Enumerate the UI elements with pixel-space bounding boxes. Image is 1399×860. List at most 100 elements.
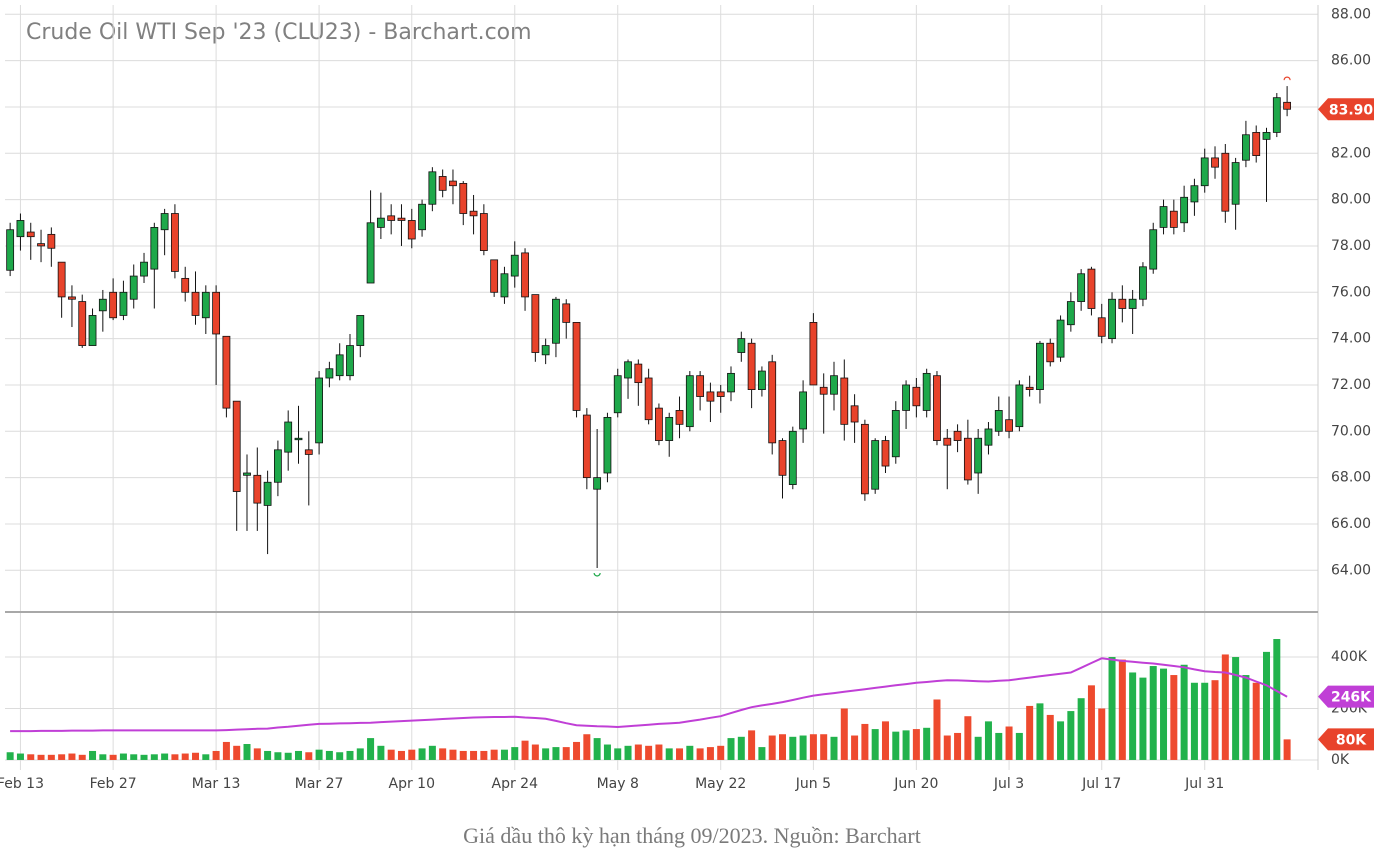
volume-bar [881,721,889,760]
candle-body [16,220,25,238]
candle-body [747,342,756,390]
candle-body [510,254,519,277]
y-tick-label: 72.00 [1331,377,1371,393]
candle-body [57,261,66,298]
candle-body [449,180,457,187]
candle-body [953,430,962,441]
candle-body [830,375,838,395]
candle-body [1149,229,1158,270]
volume-bar [696,748,704,760]
volume-bar [1273,639,1281,760]
y-tick-label: 76.00 [1331,284,1371,300]
candle-body [418,203,426,231]
volume-badge [1318,728,1374,751]
volume-bar [16,753,24,760]
candle-body [984,428,993,446]
candle-body [1169,210,1178,228]
volume-bar [583,734,591,760]
candle-body [325,368,334,379]
candle-body [706,391,715,402]
candle-body [201,291,210,319]
candle-body [263,481,272,506]
candle-body [109,291,118,319]
candle-body [1231,162,1240,205]
candle-body [778,440,787,476]
high-marker [1283,76,1291,81]
volume-bar [78,754,86,760]
volume-bar [902,730,910,760]
volume-bar [253,748,261,760]
candle-body [428,171,437,205]
candle-body [1005,419,1013,432]
candle-body [1118,298,1127,309]
volume-bar [1242,675,1250,760]
volume-bar [531,744,539,760]
candle-body [6,229,15,271]
x-tick-label: Apr 24 [492,776,539,792]
y-tick-label: 80.00 [1331,192,1371,208]
candle-body [98,298,107,312]
volume-bar [676,748,684,760]
candle-body [603,416,612,474]
volume-bar [614,748,622,760]
candle-body [160,213,169,231]
candle-body [788,430,797,485]
volume-bar [1077,698,1085,760]
candle-body [696,375,705,397]
volume-bar [1026,705,1034,760]
volume-bar [840,708,848,760]
volume-bar [1067,711,1075,760]
volume-bar [789,736,797,760]
candle-body [902,384,910,411]
volume-bar [923,727,931,760]
volume-bar [1211,680,1219,760]
candle-body [758,370,766,390]
y2-tick-label: 400K [1331,649,1368,665]
candle-body [994,410,1003,432]
volume-bar [1129,672,1137,760]
volume-bar [68,753,76,760]
volume-bar [706,747,714,760]
candle-body [315,377,323,444]
candle-body [727,372,735,393]
volume-bar [1263,651,1271,760]
volume-bar [325,750,333,760]
volume-bar [1221,654,1229,760]
volume-bar [408,749,416,760]
candle-body [304,449,313,455]
x-tick-label: Jul 3 [993,776,1024,792]
candle-body [407,220,416,240]
volume-bar [624,745,632,760]
volume-bar [58,754,66,760]
candle-body [1159,206,1168,228]
candle-body [1283,101,1292,110]
candle-body [644,377,653,421]
volume-bar [212,750,220,760]
chart-title: Crude Oil WTI Sep '23 (CLU23) - Barchart… [26,20,532,45]
candle-body [840,377,849,425]
candle-body [88,315,97,346]
volume-bar [47,754,55,760]
price-label: 83.90 [1329,102,1374,118]
volume-bar [984,721,992,760]
candle-body [294,437,303,441]
x-tick-label: Mar 13 [192,776,241,792]
volume-bar [1098,708,1106,760]
candle-body [799,391,807,430]
candle-body [253,474,262,504]
volume-bar [1087,685,1095,760]
candle-body [78,301,87,346]
candle-body [366,222,375,284]
volume-bar [954,732,962,760]
candle-body [171,213,179,272]
candle-body [181,277,190,293]
candle-body [541,345,550,356]
candle-body [809,322,818,386]
x-tick-label: Jul 17 [1081,776,1121,792]
volume-bar [727,738,735,760]
candle-body [737,338,746,353]
y-tick-label: 86.00 [1331,53,1371,69]
volume-bar [1160,668,1168,760]
candle-body [819,386,828,395]
volume-bar [1046,714,1054,760]
